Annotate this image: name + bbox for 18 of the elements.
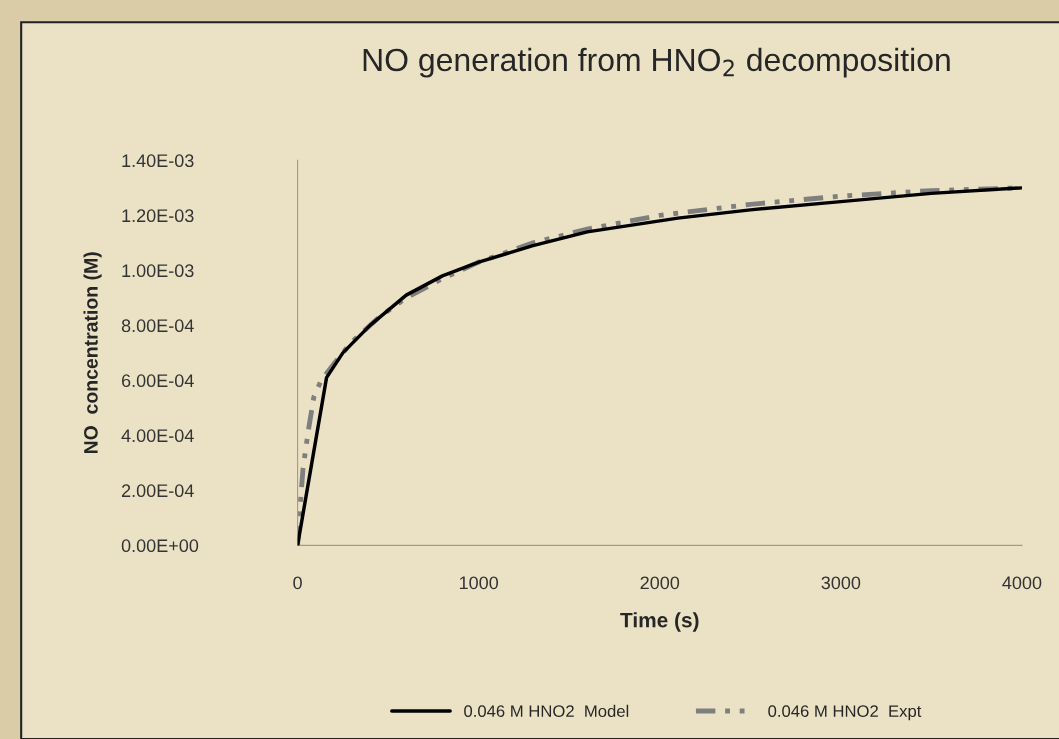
- x-tick-label: 0: [293, 576, 302, 590]
- chart-title: NO generation from HNO$_{2}$ decomposition: [363, 47, 950, 78]
- y-tick-label: 1.00E-03: [122, 264, 194, 278]
- y-tick-label: 1.40E-03: [122, 154, 194, 168]
- x-axis-title: Time (s): [620, 612, 699, 632]
- y-tick-label: 0.00E+00: [121, 539, 199, 553]
- legend-label: 0.046 M HNO2 Expt: [768, 705, 922, 721]
- y-tick-label: 6.00E-04: [121, 374, 194, 388]
- y-tick-label: 2.00E-04: [121, 484, 194, 498]
- x-tick-label: 2000: [640, 576, 680, 590]
- x-tick-label: 1000: [459, 576, 499, 590]
- x-tick-label: 3000: [821, 576, 861, 590]
- y-tick-label: 4.00E-04: [121, 429, 194, 443]
- y-tick-label: 8.00E-04: [121, 319, 194, 333]
- y-tick-label: 1.20E-03: [122, 209, 194, 223]
- legend-label: 0.046 M HNO2 Model: [464, 704, 629, 718]
- y-axis-title: NO concentration (M): [83, 252, 102, 454]
- x-tick-label: 4000: [1002, 576, 1042, 590]
